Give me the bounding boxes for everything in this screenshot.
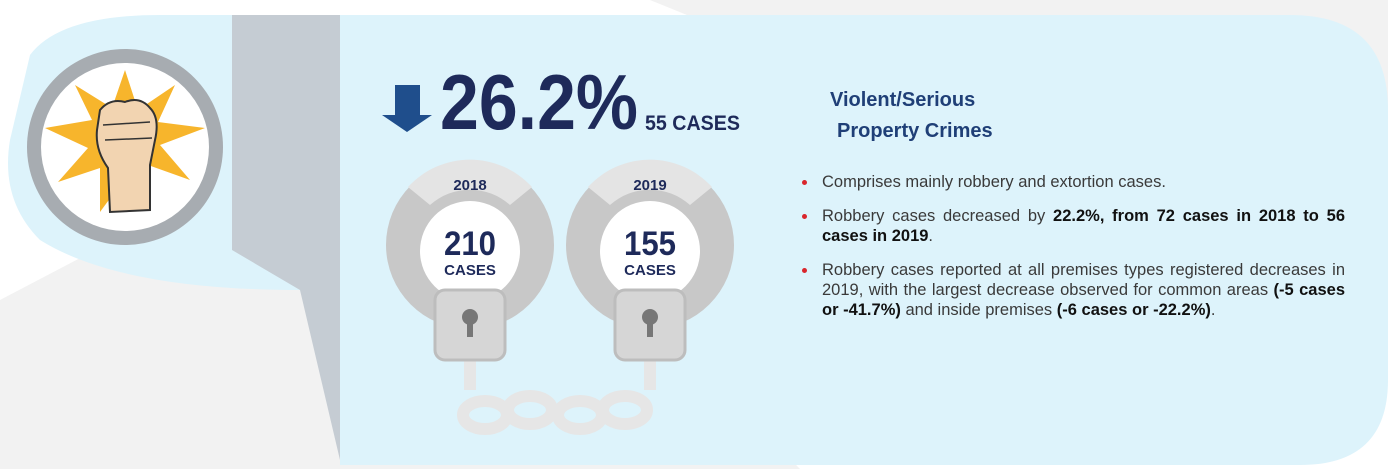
bullet: Robbery cases decreased by 22.2%, from 7… <box>800 206 1345 246</box>
bullet-text: Robbery cases reported at all premises t… <box>822 261 1345 299</box>
bullet-emphasis: (-5 cases or -41.7%) <box>822 281 1345 319</box>
year: 2018 <box>453 177 486 194</box>
year: 2019 <box>633 177 666 194</box>
case-unit: CASES <box>624 262 676 279</box>
case-unit: CASES <box>444 262 496 279</box>
title-line: Violent/Serious <box>830 89 975 111</box>
cuff-inner <box>600 201 700 301</box>
bullet-text: and inside premises <box>900 301 1057 319</box>
case-count: 210 <box>444 225 496 263</box>
title-line: Property Crimes <box>837 120 993 142</box>
bullet-emphasis: (-6 cases or -22.2%) <box>1056 301 1211 319</box>
case-count: 155 <box>624 225 676 263</box>
keyhole-slot <box>647 317 653 337</box>
panel <box>340 15 1388 465</box>
fist-lines <box>102 121 153 141</box>
bullet: Comprises mainly robbery and extortion c… <box>800 172 1345 192</box>
keyhole-slot <box>467 317 473 337</box>
bullet-text: . <box>928 227 934 245</box>
bullet-text: . <box>1210 301 1216 319</box>
bullet-list: Comprises mainly robbery and extortion c… <box>800 172 1345 334</box>
bullet-text: Comprises mainly robbery and extortion c… <box>822 173 1166 191</box>
bullet-emphasis: 22.2%, from 72 cases in 2018 to 56 cases… <box>822 207 1345 245</box>
cuff-top <box>588 159 712 205</box>
cuff-top <box>408 159 532 205</box>
connector <box>232 15 340 460</box>
cuff-inner <box>420 201 520 301</box>
change-cases: 55 CASES <box>645 112 740 135</box>
down-arrow <box>382 85 432 132</box>
bullet-text: Robbery cases decreased by <box>822 207 1054 225</box>
fist <box>95 99 158 214</box>
change-value: 26.2% <box>440 58 638 146</box>
bullet: Robbery cases reported at all premises t… <box>800 260 1345 320</box>
